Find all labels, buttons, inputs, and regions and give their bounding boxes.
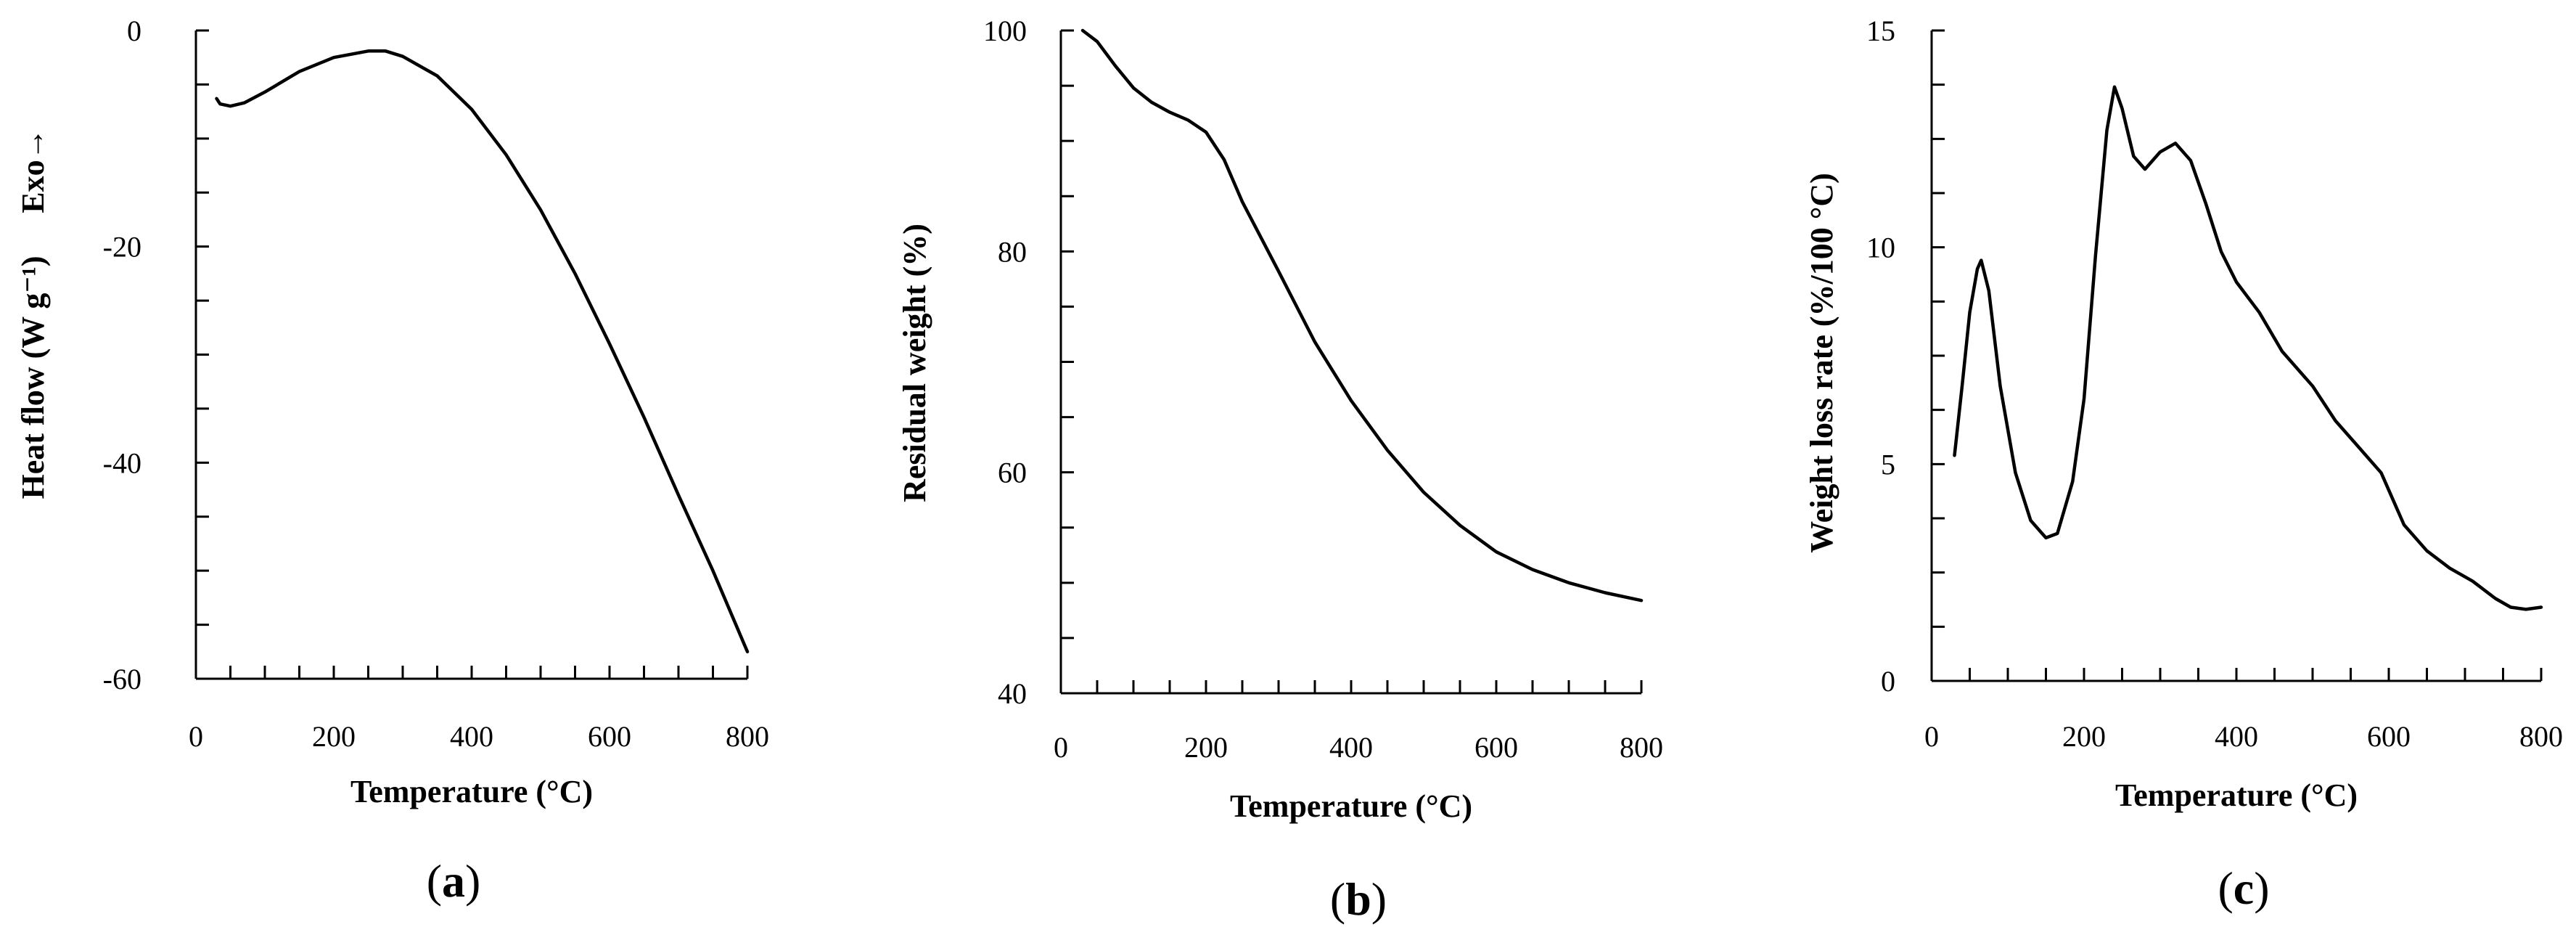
panel-label-a: (a) bbox=[427, 855, 481, 907]
x-tick-label: 0 bbox=[1924, 720, 1939, 753]
panel-label-b: (b) bbox=[1330, 873, 1387, 925]
y-tick-label: 0 bbox=[1881, 665, 1895, 698]
y-tick-label: 60 bbox=[998, 457, 1027, 489]
y-tick-label: -60 bbox=[103, 663, 141, 695]
y-tick-label: 5 bbox=[1881, 448, 1895, 481]
y-tick-label: 80 bbox=[998, 235, 1027, 268]
x-tick-label: 600 bbox=[2367, 720, 2411, 753]
chart-panel-c: 0 200 400 600 800 0 5 10 15 Temperature (°C) Weigh… bbox=[1804, 15, 2563, 914]
x-tick-label: 600 bbox=[588, 720, 631, 753]
y-tick-label: 15 bbox=[1866, 15, 1895, 47]
series-line-a-0 bbox=[215, 49, 750, 654]
x-tick-label: 200 bbox=[312, 720, 356, 753]
y-tick-label: 100 bbox=[983, 15, 1027, 47]
x-tick-label: 600 bbox=[1474, 731, 1518, 764]
y-tick-label: 0 bbox=[127, 15, 141, 47]
chart-panel-a: 0 200 400 600 800 -60 -40 -20 0 Temperature (°C) H… bbox=[15, 15, 769, 907]
y-axis-title: Heat flow (W g⁻¹) bbox=[15, 256, 51, 499]
y-axis-title: Residual weight (%) bbox=[897, 224, 932, 502]
x-tick-label: 400 bbox=[2215, 720, 2258, 753]
y-tick-label: -20 bbox=[103, 231, 141, 264]
y-tick-label: -40 bbox=[103, 446, 141, 479]
x-tick-label: 800 bbox=[1620, 731, 1663, 764]
x-tick-label: 200 bbox=[1184, 731, 1228, 764]
x-tick-label: 0 bbox=[1054, 731, 1068, 764]
x-tick-label: 400 bbox=[1329, 731, 1373, 764]
x-axis-title: Temperature (°C) bbox=[2115, 777, 2358, 813]
y-tick-label: 10 bbox=[1866, 232, 1895, 264]
series-line-c-0 bbox=[1953, 85, 2543, 611]
x-tick-label: 800 bbox=[2519, 720, 2563, 753]
series-line-b-0 bbox=[1080, 28, 1644, 603]
x-tick-label: 800 bbox=[726, 720, 769, 753]
chart-panel-b: 0 200 400 600 800 40 60 80 100 Temperature (°C) Re… bbox=[897, 15, 1663, 925]
y-tick-label: 40 bbox=[998, 677, 1027, 710]
x-axis-title: Temperature (°C) bbox=[350, 774, 593, 809]
exo-annotation: Exo→ bbox=[15, 128, 51, 213]
x-tick-label: 200 bbox=[2062, 720, 2106, 753]
x-tick-label: 0 bbox=[189, 720, 203, 753]
panel-label-c: (c) bbox=[2218, 862, 2269, 914]
x-tick-label: 400 bbox=[450, 720, 493, 753]
y-axis-title: Weight loss rate (%/100 °C) bbox=[1804, 173, 1839, 553]
x-axis-title: Temperature (°C) bbox=[1230, 788, 1472, 824]
